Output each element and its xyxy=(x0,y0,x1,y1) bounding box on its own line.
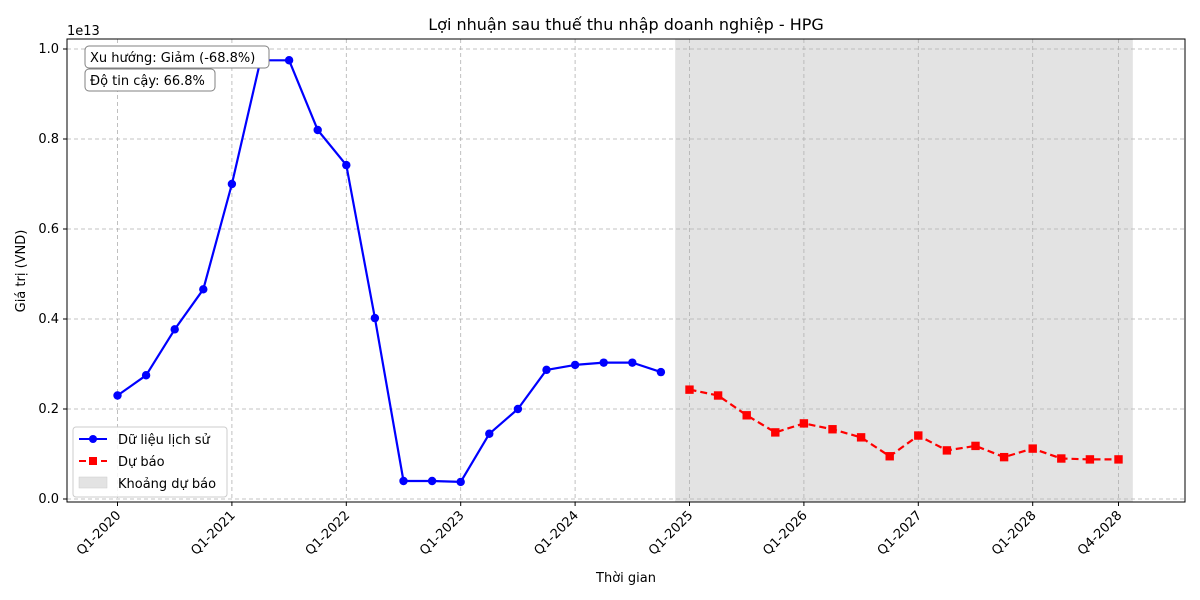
series-line-0 xyxy=(116,59,662,483)
legend: Dữ liệu lịch sử Dự báo Khoảng dự báo xyxy=(72,426,228,498)
y-tick-label: 1.0 xyxy=(38,42,59,57)
data-point-forecast xyxy=(1028,444,1037,453)
data-point-history xyxy=(656,367,666,377)
data-point-history xyxy=(628,358,637,367)
y-tick-label: 0.6 xyxy=(38,222,59,237)
data-point-history xyxy=(427,476,437,486)
series-line-1 xyxy=(689,388,1119,461)
data-point-forecast xyxy=(856,433,866,442)
y-tick-label: 0.0 xyxy=(38,492,59,507)
legend-label-forecast-range: Khoảng dự báo xyxy=(118,477,216,492)
x-tick-label: Q1-2020 xyxy=(74,508,124,558)
data-point-history xyxy=(370,313,380,323)
y-tick-label: 0.4 xyxy=(38,312,59,327)
data-point-history xyxy=(513,404,523,414)
data-point-history xyxy=(485,429,494,438)
legend-marker-forecast xyxy=(89,457,97,465)
x-tick-label: Q1-2025 xyxy=(646,508,696,558)
trend-annotation-box xyxy=(84,45,270,69)
x-tick-label: Q1-2022 xyxy=(303,508,353,558)
data-point-history xyxy=(599,358,608,367)
data-point-forecast xyxy=(1114,455,1123,464)
x-tick-label: Q1-2023 xyxy=(417,508,467,558)
legend-swatch-forecast-range xyxy=(78,476,108,489)
data-point-history xyxy=(342,160,351,170)
x-tick-label: Q1-2027 xyxy=(875,508,925,558)
data-point-forecast xyxy=(828,425,837,434)
y-tick-label: 0.2 xyxy=(38,402,59,417)
plot-frame xyxy=(66,38,1186,503)
data-point-forecast xyxy=(742,411,751,420)
chart-title: Lợi nhuận sau thuế thu nhập doanh nghiệp… xyxy=(428,15,824,34)
x-tick-label: Q1-2028 xyxy=(989,508,1039,558)
data-point-history xyxy=(399,476,408,486)
data-point-history xyxy=(313,125,322,135)
data-point-history xyxy=(141,371,151,380)
x-tick-label: Q1-2026 xyxy=(760,508,810,558)
trend-annotation-text: Xu hướng: Giảm (-68.8%) xyxy=(90,51,255,66)
confidence-annotation: Độ tin cậy: 66.8% xyxy=(84,68,216,92)
y-axis-title: Giá trị (VND) xyxy=(14,230,29,313)
y-tick-label: 0.8 xyxy=(38,132,59,147)
data-point-forecast xyxy=(885,452,894,461)
data-point-history xyxy=(542,365,551,375)
data-point-forecast xyxy=(1057,454,1066,463)
data-point-history xyxy=(456,477,465,487)
data-point-forecast xyxy=(971,441,980,451)
forecast-region-band xyxy=(675,39,1133,502)
data-point-forecast xyxy=(914,431,923,440)
x-tick-label: Q1-2021 xyxy=(188,508,238,558)
legend-label-history: Dữ liệu lịch sử xyxy=(118,433,210,448)
data-point-forecast xyxy=(685,385,694,394)
confidence-annotation-box xyxy=(84,68,216,92)
legend-label-forecast: Dự báo xyxy=(118,455,165,470)
data-point-history xyxy=(113,391,122,400)
data-point-history xyxy=(170,325,179,334)
data-point-forecast xyxy=(771,428,780,437)
legend-box xyxy=(72,426,228,498)
data-point-history xyxy=(284,56,294,65)
confidence-annotation-text: Độ tin cậy: 66.8% xyxy=(90,74,205,89)
data-point-history xyxy=(570,360,580,370)
trend-annotation: Xu hướng: Giảm (-68.8%) xyxy=(84,45,270,69)
data-point-forecast xyxy=(1085,455,1095,464)
data-point-history xyxy=(227,179,237,189)
x-axis-title: Thời gian xyxy=(595,571,656,586)
y-offset-label: 1e13 xyxy=(67,24,100,39)
data-point-forecast xyxy=(999,452,1009,462)
x-tick-label: Q1-2024 xyxy=(532,508,582,558)
data-point-forecast xyxy=(942,446,952,455)
data-point-forecast xyxy=(713,391,723,400)
data-point-forecast xyxy=(799,419,809,428)
legend-marker-history xyxy=(89,435,97,443)
data-point-history xyxy=(199,285,208,294)
x-tick-label: Q4-2028 xyxy=(1075,508,1125,558)
